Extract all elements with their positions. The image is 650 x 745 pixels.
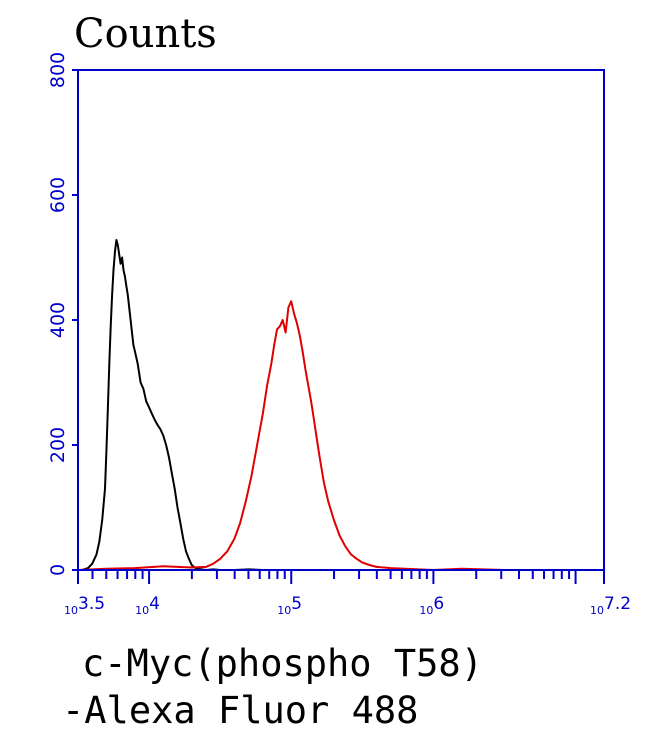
plot-frame	[77, 69, 605, 571]
y-tick-label: 400	[47, 302, 69, 338]
y-tick-label: 200	[47, 427, 69, 463]
x-tick-label: 104	[135, 594, 160, 617]
x-tick-label: 103.5	[64, 594, 105, 617]
x-axis-label-line-1: c-Myc(phospho T58)	[82, 642, 483, 685]
x-tick-label: 107.2	[590, 594, 631, 617]
x-axis-label-line-2: -Alexa Fluor 488	[62, 689, 419, 732]
y-tick-label: 800	[47, 52, 69, 88]
histogram-line-2	[77, 300, 576, 571]
x-tick-label: 105	[277, 594, 302, 617]
x-axis-ticks	[77, 570, 605, 584]
x-axis-tick-labels: 103.5 104 105 106 107.2	[64, 594, 631, 617]
histogram-line-1	[81, 239, 434, 571]
y-axis-label: Counts	[74, 11, 217, 57]
x-tick-label: 106	[419, 594, 444, 617]
y-tick-label: 0	[47, 564, 69, 576]
y-axis-tick-labels: 0 200 400 600 800	[47, 52, 69, 576]
histogram-series-layer	[77, 239, 576, 571]
y-tick-label: 600	[47, 177, 69, 213]
